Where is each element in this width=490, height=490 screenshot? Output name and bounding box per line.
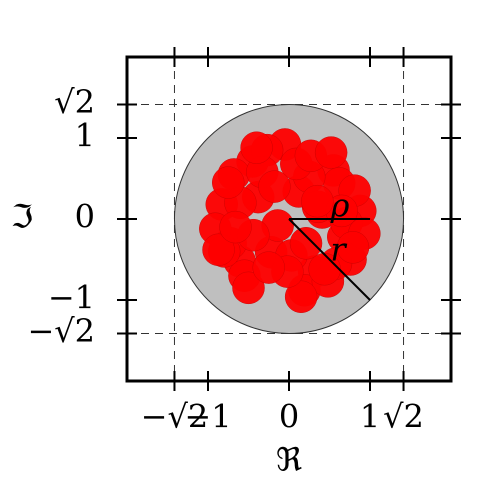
point	[284, 280, 318, 314]
y-tick-label: 0	[75, 198, 95, 236]
point	[212, 166, 245, 199]
x-tick-label: √2	[383, 398, 424, 436]
x-tick-label: −√2	[141, 398, 209, 436]
point	[252, 251, 285, 284]
x-axis-label: ℜ	[276, 441, 302, 479]
y-tick-label: 1	[75, 117, 95, 155]
y-tick-label: √2	[54, 83, 95, 121]
x-tick-label: −1	[184, 398, 231, 436]
point	[289, 227, 323, 260]
point	[219, 210, 252, 244]
x-tick-label: 1	[360, 398, 380, 436]
r-line	[288, 218, 371, 301]
point	[202, 233, 235, 267]
annotation: ρ	[330, 187, 350, 225]
point	[314, 136, 348, 169]
y-tick-label: −1	[48, 279, 95, 317]
point	[308, 252, 341, 286]
y-axis-label: ℑ	[11, 198, 33, 236]
y-tick-label: −√2	[27, 312, 95, 350]
point	[240, 131, 273, 164]
annotation: r	[330, 231, 347, 269]
point	[232, 271, 265, 305]
point	[336, 231, 370, 264]
point	[301, 184, 334, 218]
x-tick-label: 0	[279, 398, 299, 436]
point	[258, 170, 291, 203]
